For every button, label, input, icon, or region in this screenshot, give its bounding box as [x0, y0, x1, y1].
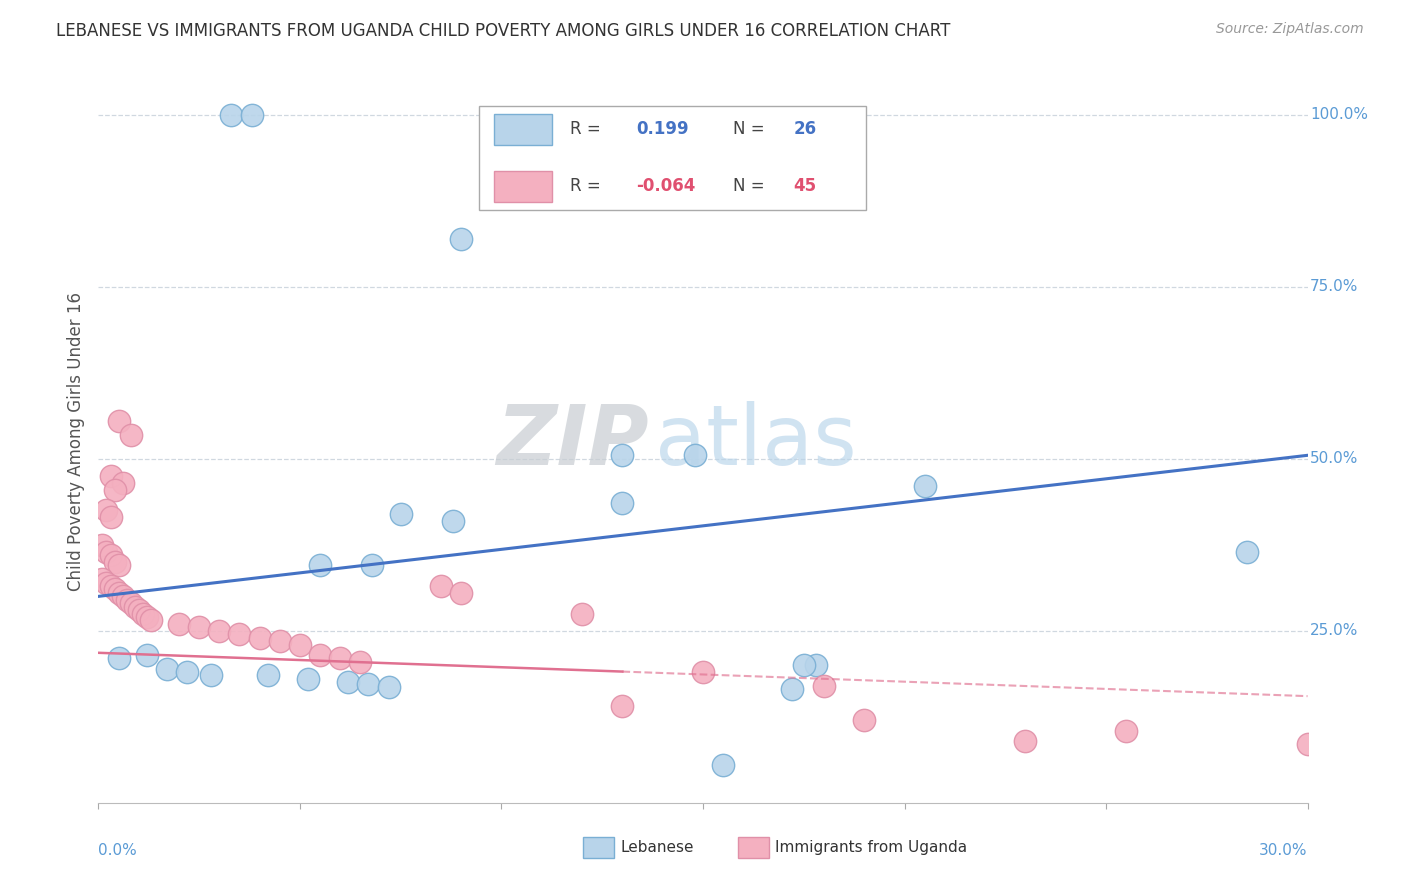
Point: [167, 616, 190, 631]
Point: [450, 586, 472, 600]
Point: [120, 596, 142, 610]
Point: [711, 758, 734, 772]
Point: [100, 548, 122, 562]
Point: [337, 675, 360, 690]
Text: Lebanese: Lebanese: [620, 840, 693, 855]
Point: [1236, 544, 1258, 558]
Point: [853, 713, 876, 727]
Text: N =: N =: [734, 178, 765, 195]
Y-axis label: Child Poverty Among Girls Under 16: Child Poverty Among Girls Under 16: [66, 292, 84, 591]
Point: [111, 590, 134, 604]
Point: [612, 699, 634, 714]
Text: 26: 26: [793, 120, 817, 138]
Text: atlas: atlas: [655, 401, 856, 482]
Point: [571, 607, 593, 621]
FancyBboxPatch shape: [479, 105, 866, 211]
Point: [228, 627, 250, 641]
Text: 30.0%: 30.0%: [1260, 843, 1308, 857]
FancyBboxPatch shape: [494, 114, 551, 145]
Point: [804, 658, 827, 673]
Text: Immigrants from Uganda: Immigrants from Uganda: [775, 840, 967, 855]
Point: [135, 610, 157, 624]
Point: [450, 231, 472, 245]
Point: [96, 575, 118, 590]
Point: [124, 599, 146, 614]
Point: [249, 631, 271, 645]
Point: [100, 579, 122, 593]
Text: 75.0%: 75.0%: [1310, 279, 1358, 294]
Text: ZIP: ZIP: [496, 401, 648, 482]
Bar: [583, 837, 614, 858]
Text: LEBANESE VS IMMIGRANTS FROM UGANDA CHILD POVERTY AMONG GIRLS UNDER 16 CORRELATIO: LEBANESE VS IMMIGRANTS FROM UGANDA CHILD…: [56, 22, 950, 40]
Point: [188, 620, 211, 634]
Point: [107, 414, 129, 428]
Point: [1296, 737, 1319, 751]
Point: [269, 634, 291, 648]
Point: [430, 579, 453, 593]
Point: [349, 655, 371, 669]
Text: 100.0%: 100.0%: [1310, 107, 1368, 122]
Point: [139, 614, 162, 628]
Point: [208, 624, 231, 638]
Point: [612, 448, 634, 462]
Point: [107, 586, 129, 600]
Point: [813, 679, 835, 693]
Point: [135, 648, 157, 662]
Point: [357, 677, 380, 691]
Point: [128, 603, 150, 617]
Point: [1014, 734, 1036, 748]
Point: [377, 680, 399, 694]
Text: 45: 45: [793, 178, 817, 195]
Point: [389, 507, 412, 521]
Text: R =: R =: [569, 178, 600, 195]
Point: [156, 662, 179, 676]
Point: [176, 665, 198, 679]
Point: [100, 510, 122, 524]
Point: [692, 665, 714, 679]
Point: [200, 668, 222, 682]
Point: [612, 496, 634, 510]
Text: N =: N =: [734, 120, 765, 138]
Point: [309, 558, 332, 573]
Point: [914, 479, 936, 493]
FancyBboxPatch shape: [494, 171, 551, 202]
Point: [132, 607, 155, 621]
Point: [297, 672, 319, 686]
Point: [111, 475, 134, 490]
Bar: [738, 837, 769, 858]
Point: [96, 503, 118, 517]
Point: [120, 427, 142, 442]
Point: [96, 544, 118, 558]
Point: [256, 668, 278, 682]
Text: R =: R =: [569, 120, 600, 138]
Point: [240, 108, 263, 122]
Point: [1115, 723, 1137, 738]
Point: [103, 582, 125, 597]
Text: Source: ZipAtlas.com: Source: ZipAtlas.com: [1216, 22, 1364, 37]
Text: 50.0%: 50.0%: [1310, 451, 1358, 467]
Point: [107, 651, 129, 665]
Text: 0.0%: 0.0%: [98, 843, 138, 857]
Point: [100, 469, 122, 483]
Point: [91, 572, 114, 586]
Point: [288, 638, 311, 652]
Point: [103, 555, 125, 569]
Point: [103, 483, 125, 497]
Point: [309, 648, 332, 662]
Point: [91, 538, 114, 552]
Text: 0.199: 0.199: [637, 120, 689, 138]
Point: [107, 558, 129, 573]
Point: [361, 558, 384, 573]
Point: [780, 682, 803, 697]
Point: [441, 514, 464, 528]
Point: [115, 592, 138, 607]
Point: [683, 448, 706, 462]
Text: -0.064: -0.064: [637, 178, 696, 195]
Point: [221, 108, 243, 122]
Point: [793, 658, 815, 673]
Point: [329, 651, 352, 665]
Text: 25.0%: 25.0%: [1310, 624, 1358, 639]
